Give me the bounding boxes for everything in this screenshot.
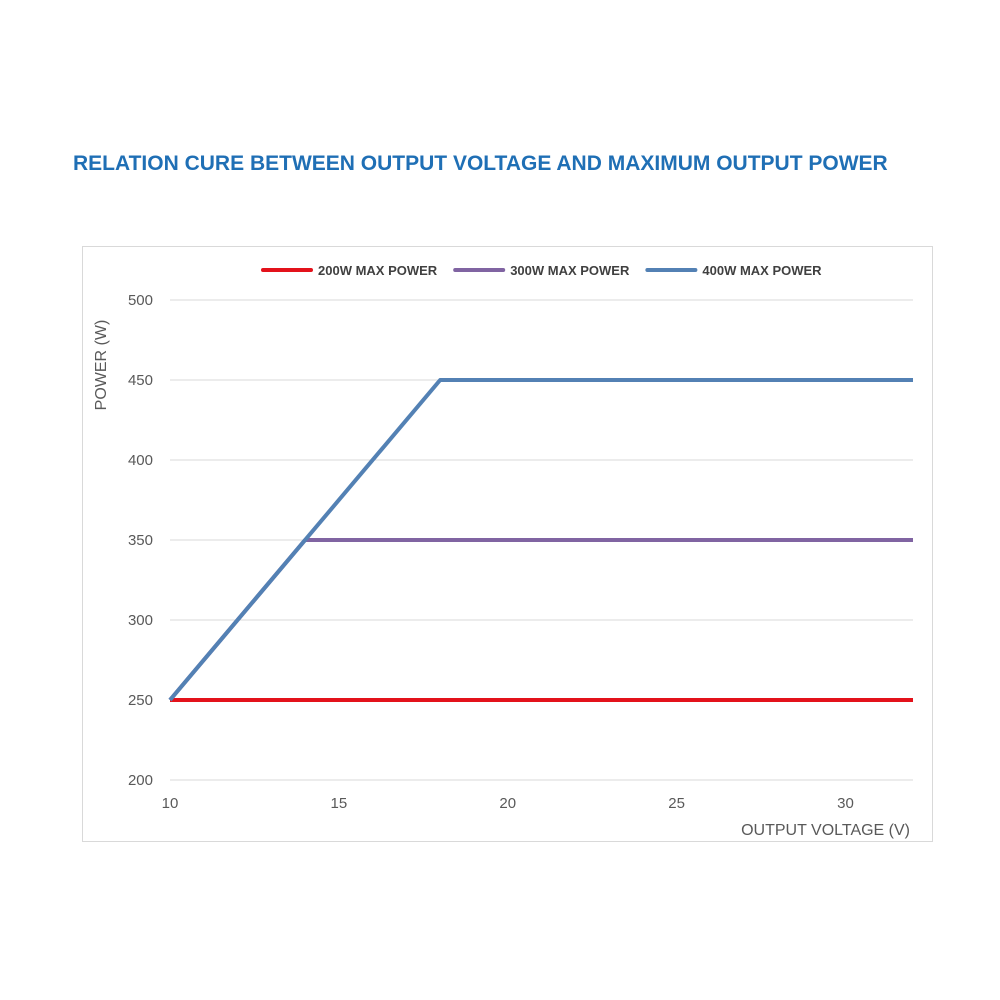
page-title: RELATION CURE BETWEEN OUTPUT VOLTAGE AND… xyxy=(73,152,888,175)
x-tick-label: 25 xyxy=(668,795,685,812)
series-lines xyxy=(168,378,913,702)
chart-frame xyxy=(82,246,933,842)
x-tick-label: 20 xyxy=(499,795,516,812)
x-tick-label: 10 xyxy=(162,795,179,812)
legend-label-3: 400W MAX POWER xyxy=(702,263,822,278)
y-tick-label: 350 xyxy=(128,532,153,549)
x-tick-labels: 10 15 20 25 30 xyxy=(162,795,854,812)
y-tick-label: 200 xyxy=(128,772,153,789)
x-tick-label: 15 xyxy=(331,795,348,812)
y-tick-label: 300 xyxy=(128,612,153,629)
y-tick-label: 400 xyxy=(128,452,153,469)
y-tick-labels: 200 250 300 350 400 450 500 xyxy=(128,292,153,789)
legend-label-1: 200W MAX POWER xyxy=(318,263,438,278)
y-tick-label: 250 xyxy=(128,692,153,709)
series-line-3 xyxy=(168,378,913,702)
y-tick-label: 500 xyxy=(128,292,153,309)
legend: 200W MAX POWER 300W MAX POWER 400W MAX POW… xyxy=(261,263,822,278)
x-axis-label: OUTPUT VOLTAGE (V) xyxy=(741,822,910,839)
y-axis-label: POWER (W) xyxy=(93,320,110,411)
x-tick-label: 30 xyxy=(837,795,854,812)
legend-label-2: 300W MAX POWER xyxy=(510,263,630,278)
y-tick-label: 450 xyxy=(128,372,153,389)
